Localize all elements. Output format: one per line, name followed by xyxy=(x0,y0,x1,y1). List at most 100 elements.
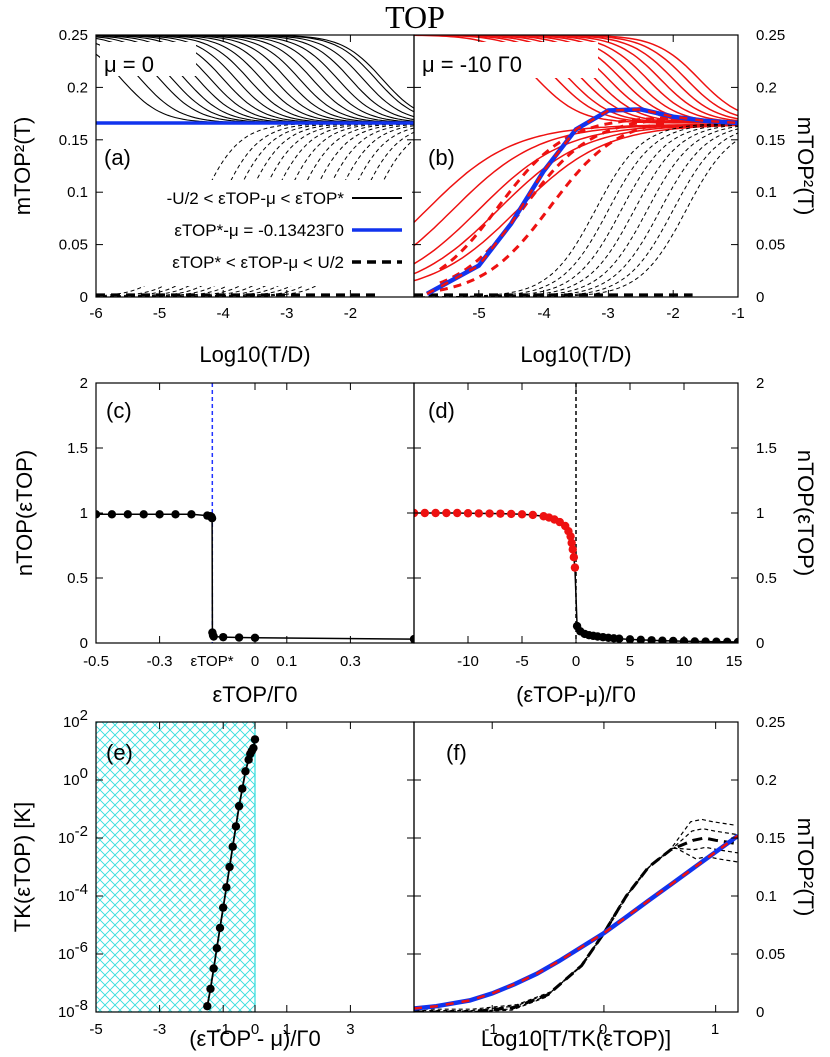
panel-d-ylabel: nTOP(εTOP) xyxy=(793,450,818,576)
red-solid-curve xyxy=(414,35,738,124)
panel-d-xlabel: (εTOP-μ)/Γ0 xyxy=(516,682,636,707)
data-point xyxy=(409,634,414,643)
data-point xyxy=(209,632,218,641)
data-point-black xyxy=(669,636,678,643)
data-point xyxy=(209,964,218,973)
figure-title: TOP xyxy=(385,0,445,35)
legend-entry-solid: -U/2 < εTOP-μ < εTOP* xyxy=(167,189,345,208)
data-point xyxy=(241,767,250,776)
panel-d-label: (d) xyxy=(428,398,455,423)
panel-f-yticks: 0 0.05 0.1 0.15 0.2 0.25 xyxy=(756,714,785,1021)
tick-label: -2 xyxy=(344,305,357,322)
data-point xyxy=(206,984,215,993)
panel-b-yticks: 0 0.05 0.1 0.15 0.2 0.25 xyxy=(756,27,785,306)
data-point-red xyxy=(442,508,451,518)
solid-curve xyxy=(96,35,414,124)
data-point-red xyxy=(474,509,483,518)
black-dashed-curve xyxy=(414,139,738,297)
tick-label: 10-4 xyxy=(58,881,88,905)
tick-label: 0.1 xyxy=(756,184,777,201)
tick-label: 0.25 xyxy=(756,27,785,44)
panel-f-xlabel: Log10[T/TK(εTOP)] xyxy=(481,1026,671,1051)
data-point xyxy=(231,822,241,831)
universal-red-dashed xyxy=(414,834,738,1010)
tick-label: 0.25 xyxy=(756,714,785,731)
data-point xyxy=(123,510,132,519)
panel-f-frame xyxy=(413,721,739,1013)
panel-d-xticks: -10 -5 0 5 10 15 xyxy=(457,653,742,670)
data-point xyxy=(187,510,196,519)
data-point-red xyxy=(567,538,576,548)
tick-label: 0 xyxy=(756,1004,764,1021)
data-point-black xyxy=(701,637,710,643)
panel-a-label: (a) xyxy=(104,145,131,170)
data-point-black xyxy=(723,637,732,643)
tick-label: 1 xyxy=(756,505,764,522)
panel-c-label: (c) xyxy=(106,398,132,423)
tick-label: -5 xyxy=(153,305,166,322)
panel-b-data xyxy=(414,35,738,297)
universal-blue-curve xyxy=(414,833,738,1011)
data-point xyxy=(234,633,244,642)
panel-c-ylabel: nTOP(εTOP) xyxy=(12,450,37,576)
tick-label: 2 xyxy=(756,375,764,392)
data-point xyxy=(250,735,260,744)
tick-label: 102 xyxy=(63,707,88,731)
tick-label: 0 xyxy=(251,653,259,670)
panel-e-ylabel: TK(εTOP) [K] xyxy=(10,802,35,932)
tick-label: 0 xyxy=(572,653,580,670)
data-point xyxy=(238,784,247,793)
data-point-red xyxy=(566,532,575,541)
black-dashed-curve xyxy=(414,132,738,297)
panel-e-xticks: -5 -3 -1 0 1 3 xyxy=(89,1021,354,1038)
data-point xyxy=(212,944,222,953)
red-solid-curve xyxy=(414,124,738,265)
panel-c-xlabel: εTOP/Γ0 xyxy=(212,682,297,707)
panel-a-ylabel: mTOP²(T) xyxy=(10,117,35,216)
red-dashed-curve xyxy=(439,119,738,292)
panel-d-data xyxy=(414,383,738,643)
panel-f-data xyxy=(414,818,738,1012)
data-point-black xyxy=(712,637,721,643)
tick-label: -0.3 xyxy=(147,653,173,670)
data-point-red xyxy=(528,510,537,520)
red-dashed-curve xyxy=(439,116,738,271)
tick-label: -1 xyxy=(484,1021,497,1038)
black-dashed-curve xyxy=(414,128,738,297)
data-point xyxy=(228,842,237,851)
tick-label: -6 xyxy=(89,305,102,322)
black-dashed-curve xyxy=(414,818,736,1012)
panel-b-xlabel: Log10(T/D) xyxy=(520,342,631,367)
tick-label: 0.2 xyxy=(756,79,777,96)
panel-b-annotation: μ = -10 Γ0 xyxy=(422,52,522,77)
red-solid-curve xyxy=(414,123,738,247)
data-point-red xyxy=(568,545,577,554)
dashed-curve xyxy=(96,127,414,297)
black-dashed-curve xyxy=(414,828,737,1012)
data-point xyxy=(139,510,148,519)
tick-label: 0.2 xyxy=(67,79,88,96)
panel-b-annotation-bg xyxy=(418,42,598,78)
black-dashed-curve xyxy=(414,125,738,297)
data-point xyxy=(222,883,231,892)
solid-curve xyxy=(96,35,414,123)
tick-label: 0.1 xyxy=(67,184,88,201)
panel-e-data xyxy=(96,722,260,1012)
panel-a-yticks: 0 0.05 0.1 0.15 0.2 0.25 xyxy=(59,27,88,306)
tick-label: 1 xyxy=(283,1021,291,1038)
tick-label: 10-8 xyxy=(58,997,88,1021)
tick-label: 1.5 xyxy=(756,440,777,457)
panel-a-xlabel: Log10(T/D) xyxy=(199,342,310,367)
panel-e-label: (e) xyxy=(106,740,133,765)
black-dashed-curve xyxy=(414,836,738,1012)
tick-label: -1 xyxy=(731,305,744,322)
tick-label: 0.05 xyxy=(756,237,785,254)
data-point xyxy=(225,862,234,872)
tick-label: 1 xyxy=(80,505,88,522)
data-point xyxy=(249,743,258,753)
data-point-red xyxy=(463,509,473,518)
data-point-red xyxy=(569,553,579,562)
panel-b-label: (b) xyxy=(428,145,455,170)
data-point xyxy=(203,1002,212,1011)
tick-label: -0.5 xyxy=(83,653,109,670)
